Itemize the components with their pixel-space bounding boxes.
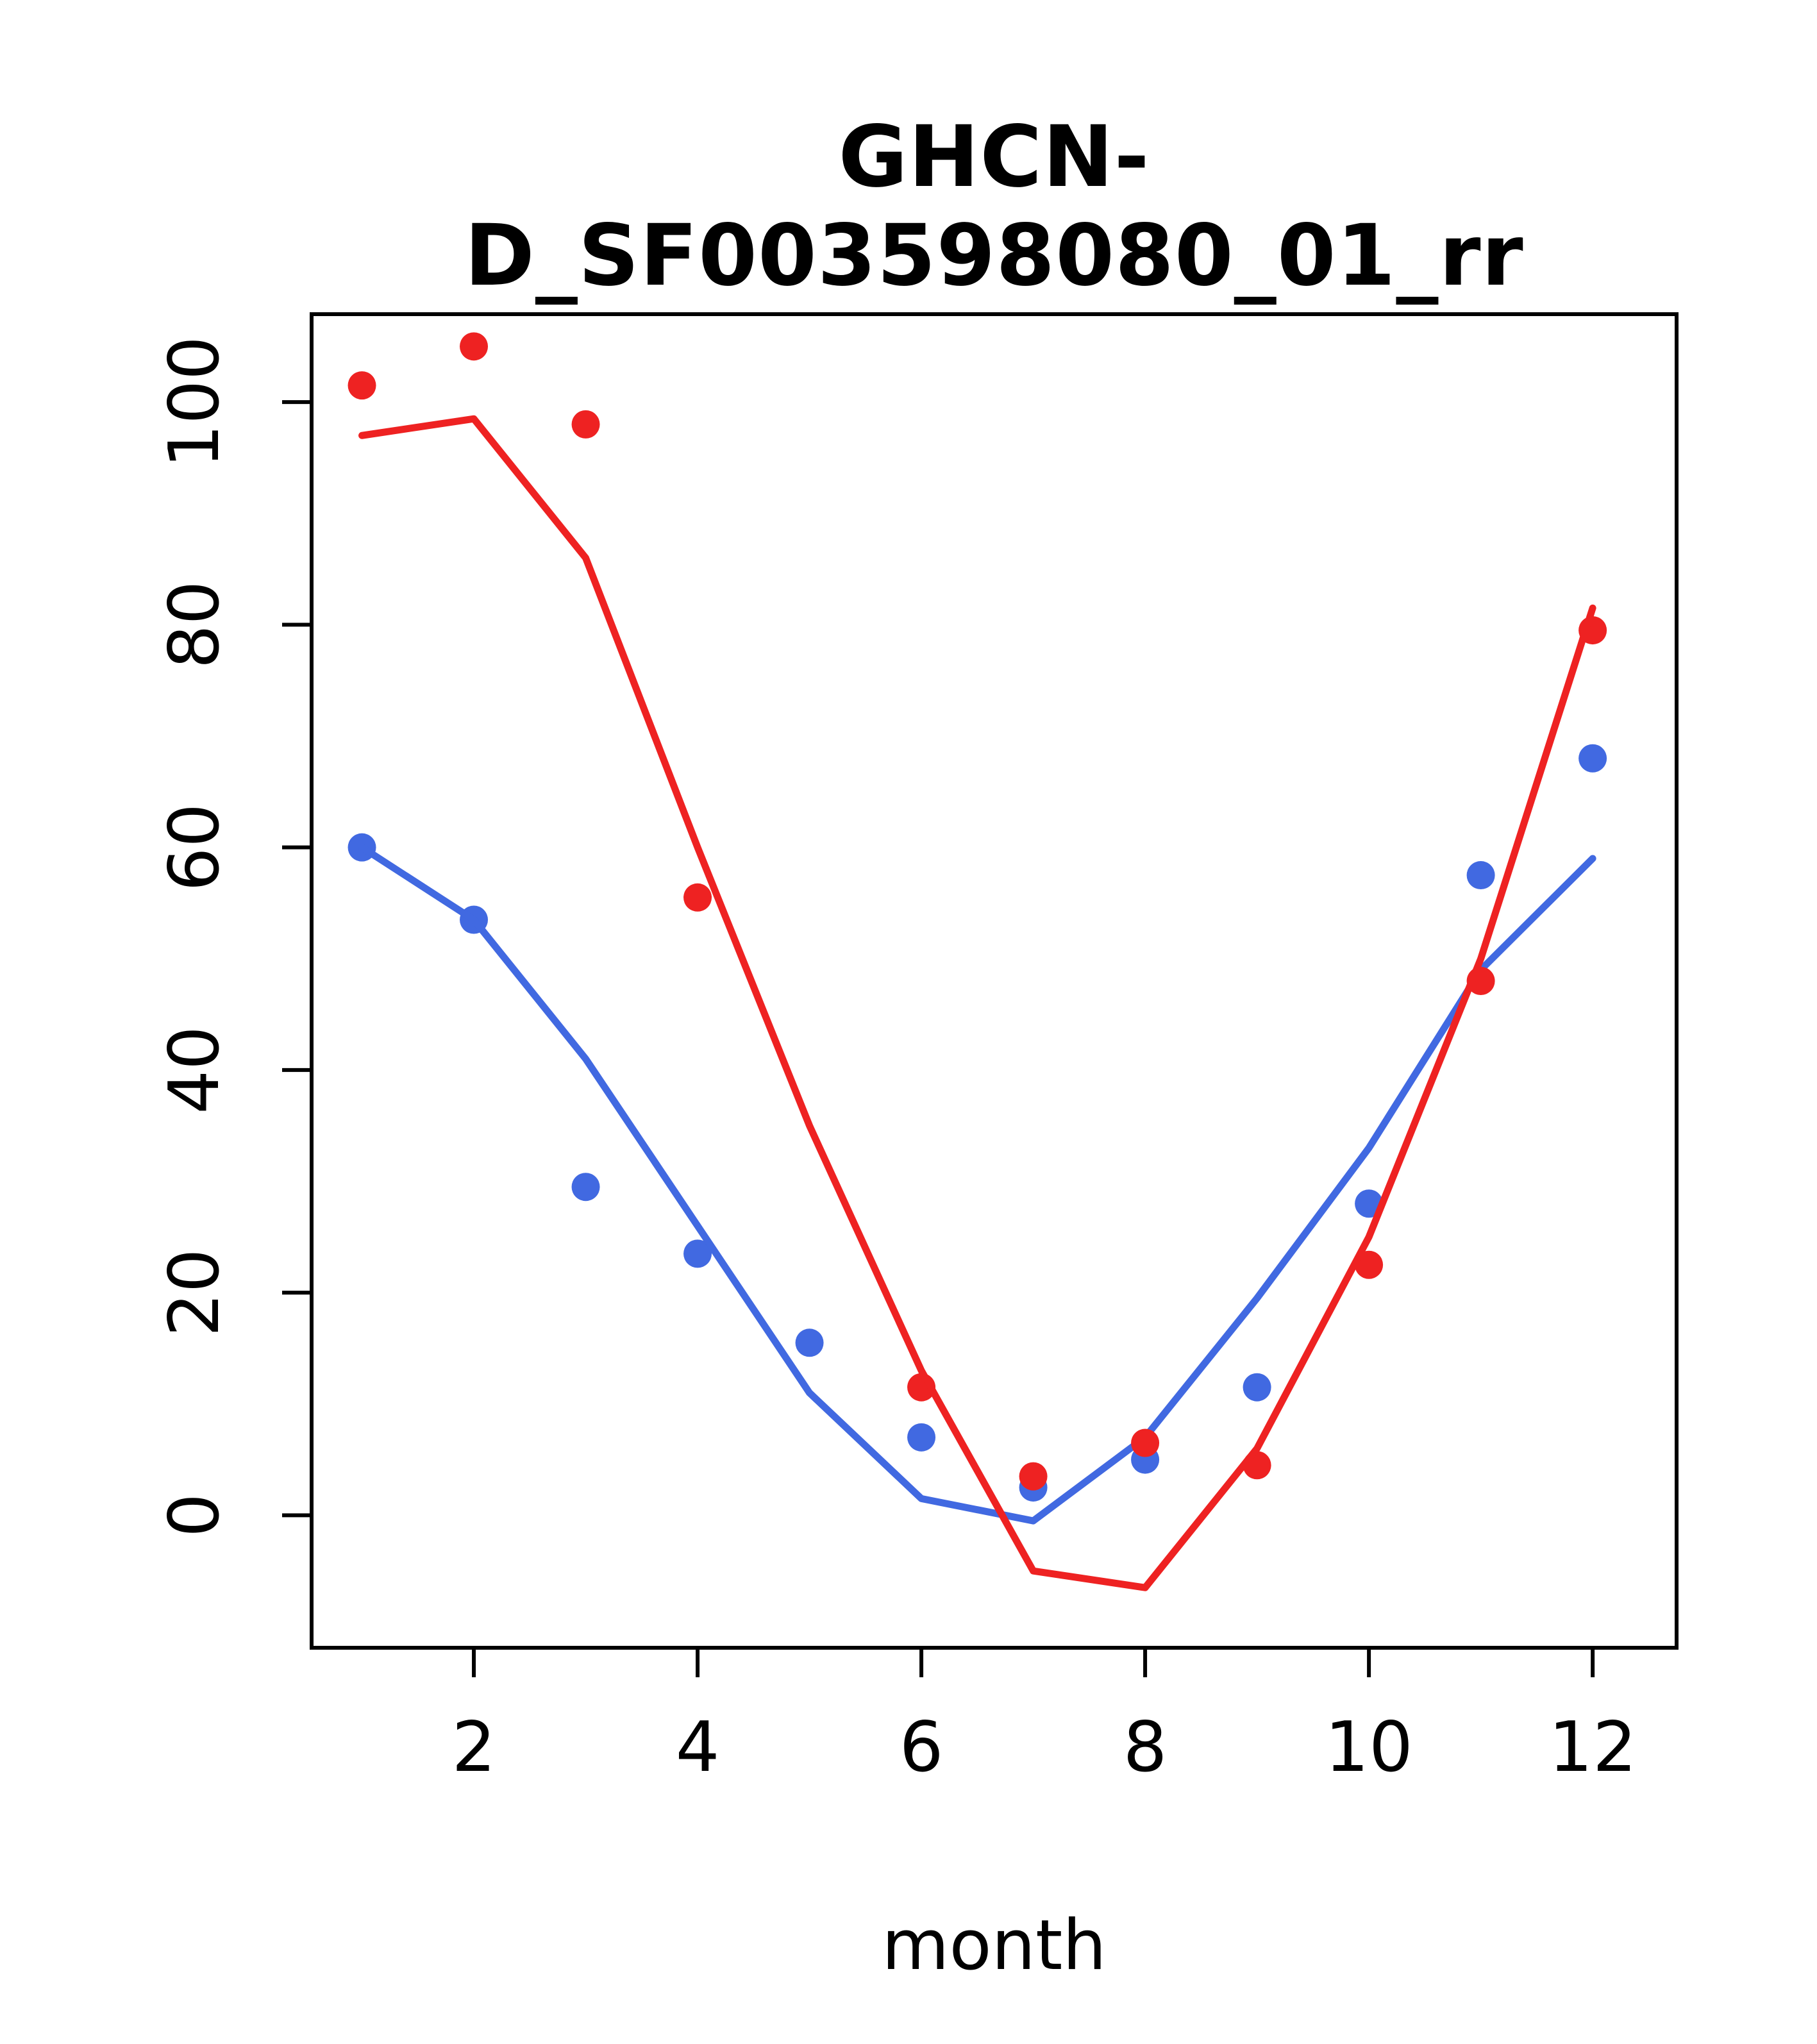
- x-axis-label: month: [882, 1906, 1107, 1986]
- y-tick-label: 20: [155, 1248, 235, 1336]
- x-tick-label: 4: [676, 1707, 720, 1788]
- y-tick-label: 40: [155, 1026, 235, 1114]
- blue-observations-point: [907, 1423, 936, 1452]
- red-observations-point: [347, 371, 376, 400]
- x-tick-label: 12: [1548, 1707, 1636, 1788]
- red-fit-line: [358, 415, 1596, 1591]
- y-tick-label: 0: [155, 1493, 235, 1537]
- red-observations-point: [683, 883, 712, 912]
- blue-observations-point: [1243, 1373, 1271, 1402]
- blue-observations-point: [1466, 861, 1495, 890]
- blue-observations-point: [571, 1173, 600, 1202]
- blue-fit-line: [358, 844, 1596, 1525]
- red-observations-point: [571, 410, 600, 439]
- y-tick-label: 80: [155, 581, 235, 669]
- plot-box: [310, 312, 1679, 1650]
- red-observations-point: [460, 332, 489, 361]
- x-tick-label: 10: [1325, 1707, 1412, 1788]
- y-tick-label: 60: [155, 803, 235, 891]
- chart-title: GHCN-D_SF003598080_01_rr: [464, 108, 1524, 305]
- blue-observations-point: [683, 1239, 712, 1268]
- red-observations-point: [1019, 1462, 1048, 1491]
- x-tick-label: 6: [900, 1707, 944, 1788]
- y-tick-label: 100: [155, 336, 235, 468]
- red-observations-point: [1131, 1428, 1160, 1457]
- blue-observations-point: [1578, 744, 1607, 773]
- blue-observations-point: [795, 1328, 824, 1357]
- x-tick-label: 8: [1123, 1707, 1168, 1788]
- x-tick-label: 2: [452, 1707, 496, 1788]
